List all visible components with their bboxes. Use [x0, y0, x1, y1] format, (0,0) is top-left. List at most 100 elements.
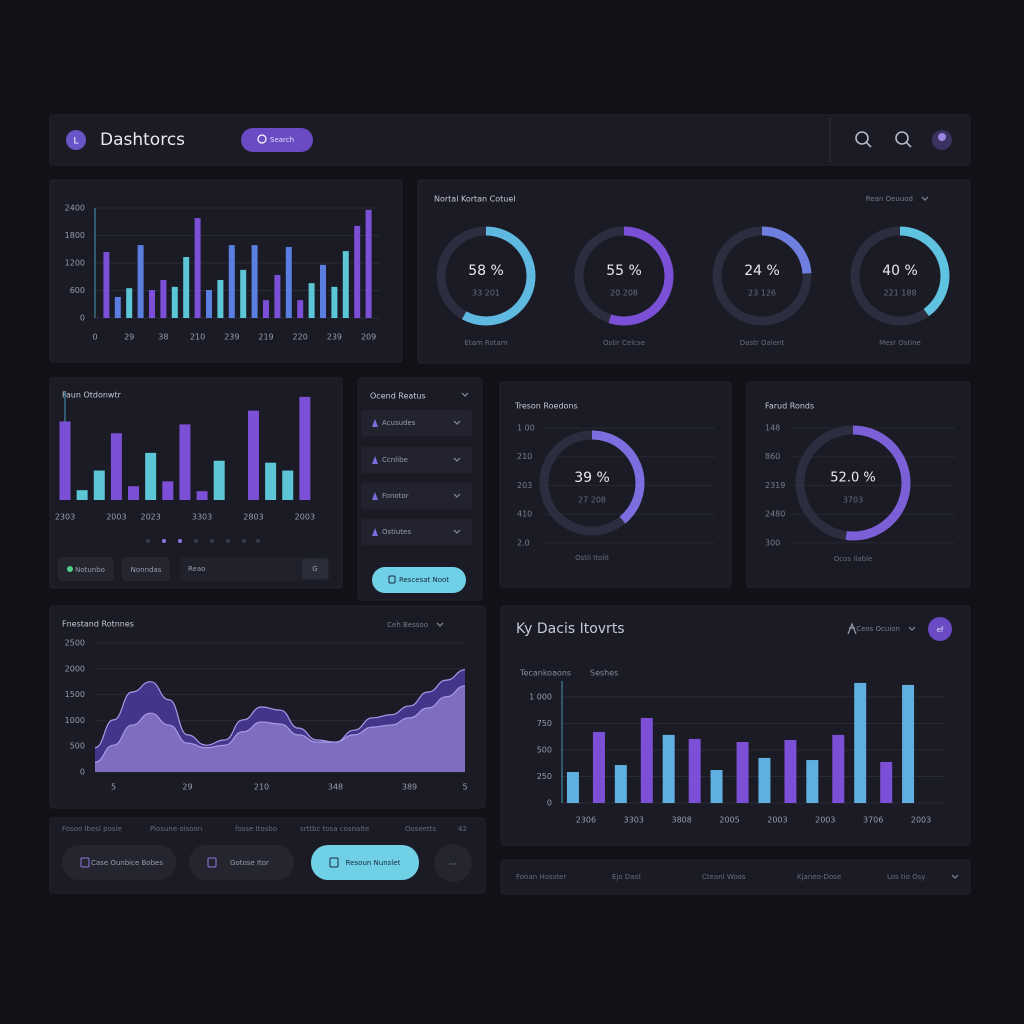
gauge-arc: [795, 425, 911, 541]
button[interactable]: [58, 557, 114, 581]
panel: [499, 381, 732, 588]
footer-text[interactable]: Cteanl Woos: [702, 873, 746, 881]
chevron: [453, 493, 461, 498]
scale-label: 410: [517, 510, 532, 519]
page-dot[interactable]: [210, 539, 214, 543]
chevron: [453, 457, 461, 462]
footer-text[interactable]: Fonan Hosster: [516, 873, 566, 881]
footer-text[interactable]: Los tio Osy: [887, 873, 925, 881]
bar: [640, 717, 653, 803]
avatar-text[interactable]: ef: [937, 626, 944, 634]
bar: [103, 252, 110, 318]
scale-label: 2480: [765, 510, 785, 519]
button[interactable]: [189, 845, 294, 880]
input-button[interactable]: [302, 559, 328, 579]
scale-label: 210: [517, 452, 532, 461]
item-text[interactable]: Ccnlibe: [382, 456, 408, 464]
bar: [183, 257, 190, 318]
bar: [354, 225, 361, 318]
dropdown[interactable]: Rean Oeuuod: [866, 195, 913, 203]
status-dot: [67, 566, 73, 572]
x-tick-label: 5: [462, 783, 467, 792]
value-label: 52.0 %: [830, 471, 875, 486]
page-dot[interactable]: [242, 539, 246, 543]
item-icon: [372, 528, 378, 536]
button-text[interactable]: Gotose Itor: [230, 859, 269, 867]
search-text[interactable]: Search: [270, 136, 294, 144]
bar: [308, 283, 315, 318]
bar: [297, 300, 304, 318]
gauge-caption: Ocos Ilable: [834, 555, 873, 563]
input[interactable]: [180, 557, 330, 581]
gauge-caption: Ostil Itolit: [575, 554, 609, 562]
bar: [137, 245, 144, 318]
dropdown-item[interactable]: [361, 519, 472, 545]
dropdown[interactable]: Ceh Bessoo: [387, 621, 428, 629]
x-tick-label: 2003: [106, 513, 126, 522]
page-dot[interactable]: [178, 539, 182, 543]
gauge-caption: Etam Rotam: [464, 339, 507, 347]
footer-text[interactable]: Kjaneo-Dose: [797, 873, 841, 881]
avatar[interactable]: [928, 617, 952, 641]
button-text[interactable]: Resoun Nunslet: [346, 859, 401, 867]
button-text[interactable]: ...: [449, 858, 458, 868]
page-dot[interactable]: [226, 539, 230, 543]
button-icon: [80, 857, 90, 868]
bar: [736, 742, 749, 803]
area-line: [94, 685, 466, 763]
button[interactable]: [311, 845, 419, 880]
dropdown-item[interactable]: [361, 447, 472, 473]
area: [95, 685, 465, 772]
item-text[interactable]: Acusudes: [382, 419, 416, 427]
page-dot[interactable]: [162, 539, 166, 543]
button[interactable]: [122, 557, 170, 581]
y-tick-label: 2000: [65, 664, 85, 673]
x-tick-label: 3303: [192, 513, 212, 522]
dropdown-item[interactable]: [361, 410, 472, 436]
footer-text[interactable]: Ejo Dast: [612, 873, 641, 881]
x-tick-label: 239: [224, 333, 239, 342]
search-button[interactable]: [241, 128, 313, 152]
scale-label: 203: [517, 481, 532, 490]
bar: [59, 421, 71, 500]
legend-entry: Tecankoaons: [519, 669, 571, 678]
input-button-text[interactable]: G: [312, 565, 317, 573]
page-dot[interactable]: [256, 539, 260, 543]
dropdown[interactable]: Ceos Ocuion: [856, 625, 900, 633]
value-label: 40 %: [882, 263, 918, 279]
page-dot[interactable]: [194, 539, 198, 543]
bar: [217, 279, 224, 318]
chevron: [908, 626, 916, 631]
x-tick-label: 2023: [140, 513, 160, 522]
bar: [145, 452, 157, 500]
more-button[interactable]: [434, 844, 472, 882]
y-tick-label: 0: [547, 799, 552, 808]
item-icon: [372, 492, 378, 500]
y-tick-label: 1500: [65, 690, 85, 699]
button-text[interactable]: Notunbo: [75, 566, 105, 574]
strip-text: 42: [458, 825, 467, 833]
search-icon[interactable]: [895, 131, 909, 145]
bar: [126, 288, 133, 318]
bar: [160, 279, 167, 318]
button-text[interactable]: Case Ounbice Bobes: [91, 859, 163, 867]
item-text[interactable]: Fonotor: [382, 492, 409, 500]
x-tick-label: 220: [293, 333, 308, 342]
bar: [228, 245, 235, 318]
item-text[interactable]: Ostiutes: [382, 528, 411, 536]
button[interactable]: [62, 845, 176, 880]
page-dot[interactable]: [146, 539, 150, 543]
bar: [110, 433, 122, 500]
primary-button[interactable]: [372, 567, 466, 593]
bar: [206, 290, 212, 318]
input-text[interactable]: Reao: [188, 565, 205, 573]
x-tick-label: 3303: [624, 816, 644, 825]
button-text[interactable]: Rescesat Noot: [399, 576, 449, 584]
bar: [179, 424, 191, 500]
search-icon[interactable]: [855, 131, 869, 145]
y-tick-label: 1200: [65, 259, 85, 268]
y-tick-label: 1000: [65, 716, 85, 725]
button-text[interactable]: Nonndas: [131, 566, 162, 574]
dropdown-item[interactable]: [361, 483, 472, 509]
